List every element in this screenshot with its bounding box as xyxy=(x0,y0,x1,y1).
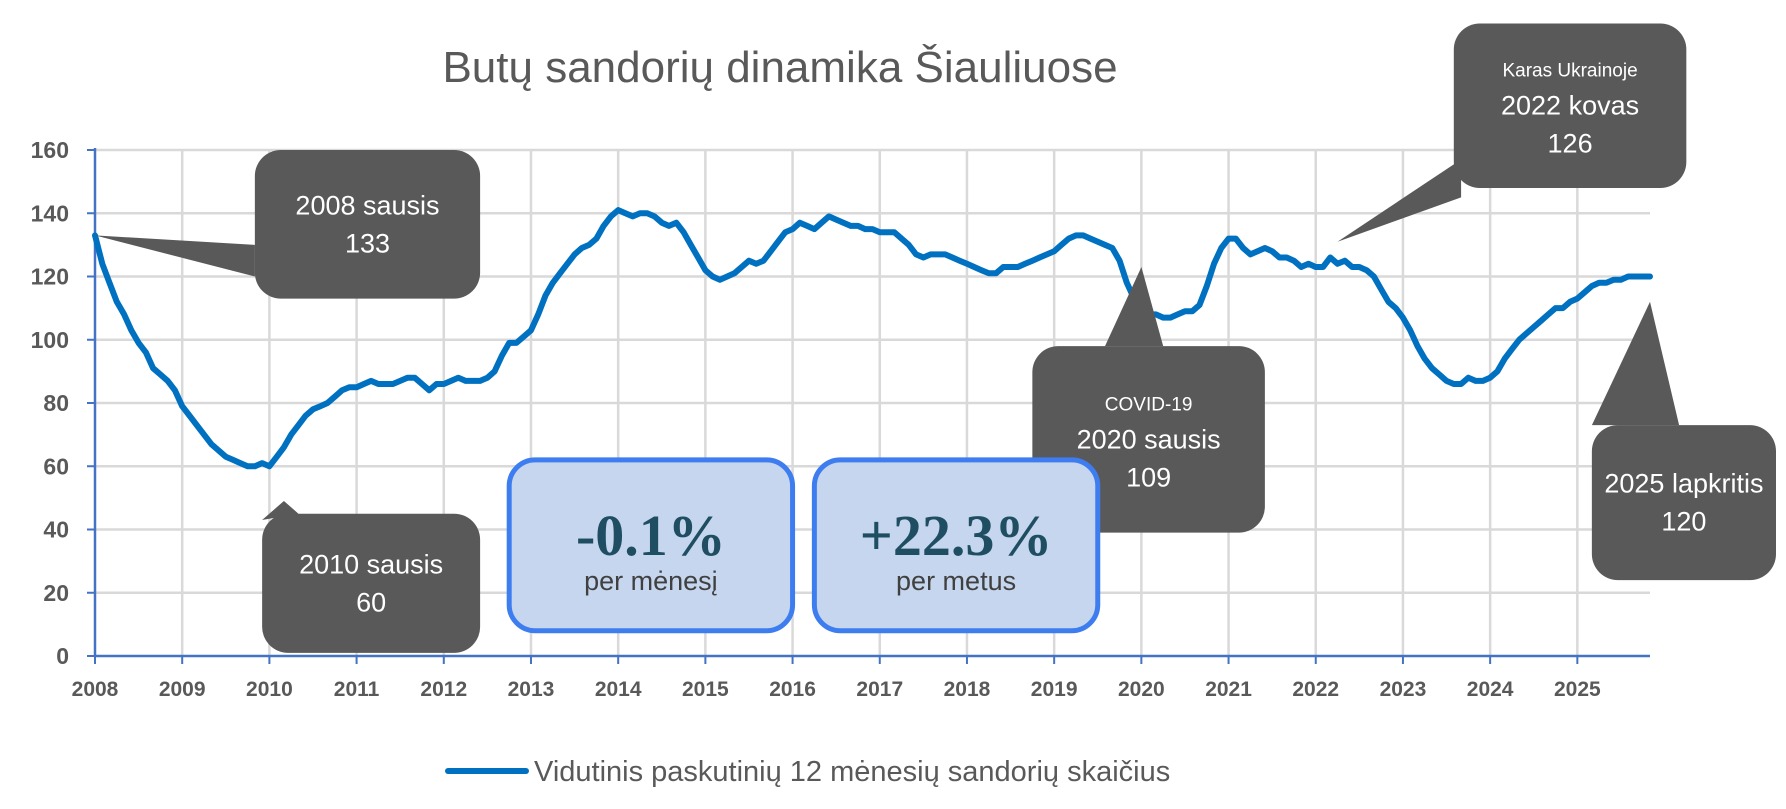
callout-box xyxy=(254,150,481,299)
stat-label: per metus xyxy=(896,566,1016,596)
x-tick-label: 2009 xyxy=(159,678,206,701)
callout-pointer xyxy=(1337,159,1462,242)
x-tick-label: 2011 xyxy=(334,678,380,701)
callout-pointer xyxy=(1591,301,1680,426)
y-tick-label: 100 xyxy=(31,327,69,353)
legend: Vidutinis paskutinių 12 mėnesių sandorių… xyxy=(445,756,1170,788)
y-tick-label: 140 xyxy=(31,200,69,226)
callout-pointer xyxy=(95,235,255,277)
x-tick-label: 2018 xyxy=(944,678,991,701)
callout-pointer xyxy=(1105,267,1164,347)
x-tick-label: 2022 xyxy=(1292,678,1339,701)
x-tick-label: 2023 xyxy=(1380,678,1427,701)
callout-value: 133 xyxy=(345,228,390,258)
x-tick-label: 2021 xyxy=(1205,678,1252,701)
chart-title: Butų sandorių dinamika Šiauliuose xyxy=(442,42,1117,92)
x-tick-label: 2025 xyxy=(1554,678,1601,701)
x-tick-label: 2008 xyxy=(72,678,119,701)
callout-date: 2025 lapkritis xyxy=(1604,469,1763,499)
x-tick-label: 2012 xyxy=(420,678,467,701)
callout-date: 2022 kovas xyxy=(1501,91,1639,121)
callout-value: 60 xyxy=(356,587,386,617)
callout-value: 120 xyxy=(1661,507,1706,537)
callout-war: Karas Ukrainoje 2022 kovas 126 xyxy=(1337,23,1687,242)
x-tick-label: 2020 xyxy=(1118,678,1165,701)
x-tick-label: 2016 xyxy=(769,678,816,701)
stat-box xyxy=(506,457,796,634)
x-tick-label: 2019 xyxy=(1031,678,1078,701)
y-tick-label: 80 xyxy=(43,390,69,416)
series-line xyxy=(92,207,1653,470)
y-tick-label: 120 xyxy=(31,264,69,290)
callout-value: 126 xyxy=(1548,129,1593,159)
stat-value: -0.1% xyxy=(576,503,726,568)
x-tick-label: 2017 xyxy=(856,678,903,701)
x-tick-label: 2014 xyxy=(595,678,642,701)
stat-label: per mėnesį xyxy=(584,566,718,596)
callout-box xyxy=(1591,425,1776,581)
axes: 0 20 40 60 80 100 120 140 160 2008 2009 2010 2011 201… xyxy=(31,137,1650,701)
callout-box xyxy=(262,513,481,653)
y-tick-label: 20 xyxy=(43,580,69,606)
x-tick-label: 2024 xyxy=(1467,678,1514,701)
stat-value: +22.3% xyxy=(860,503,1053,568)
y-tick-label: 0 xyxy=(56,643,69,669)
callout-date: 2010 sausis xyxy=(299,549,443,579)
callout-title: COVID-19 xyxy=(1105,394,1193,415)
y-tick-label: 60 xyxy=(43,453,69,479)
stat-boxes: -0.1%per mėnesį+22.3%per metus xyxy=(506,457,1101,634)
callout-value: 109 xyxy=(1126,462,1171,492)
callout-low: 2010 sausis 60 xyxy=(262,501,481,653)
stat-box-monthly: -0.1%per mėnesį xyxy=(506,457,796,634)
x-tick-label: 2010 xyxy=(246,678,293,701)
callout-start: 2008 sausis 133 xyxy=(95,150,481,299)
series-layer xyxy=(92,207,1653,470)
legend-label: Vidutinis paskutinių 12 mėnesių sandorių… xyxy=(534,756,1170,788)
callout-title: Karas Ukrainoje xyxy=(1502,61,1637,82)
callout-date: 2020 sausis xyxy=(1077,424,1221,454)
y-tick-label: 160 xyxy=(31,137,69,163)
callout-latest: 2025 lapkritis 120 xyxy=(1591,301,1776,581)
callout-date: 2008 sausis xyxy=(295,190,439,220)
stat-box xyxy=(811,457,1101,634)
callout-box xyxy=(1453,23,1687,188)
x-tick-label: 2015 xyxy=(682,678,729,701)
y-tick-label: 40 xyxy=(43,517,69,543)
x-tick-label: 2013 xyxy=(508,678,555,701)
callouts: 2008 sausis 133 2010 sausis 60 COVID-19 2020 … xyxy=(95,23,1776,653)
stat-box-yearly: +22.3%per metus xyxy=(811,457,1101,634)
